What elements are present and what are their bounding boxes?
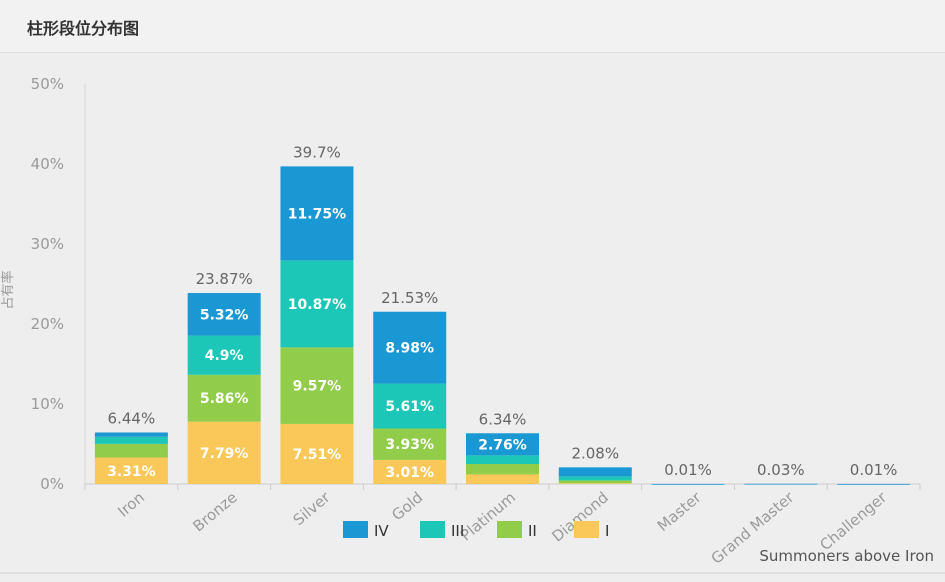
x-category-label: Gold bbox=[388, 488, 426, 524]
y-tick-label: 50% bbox=[31, 75, 64, 93]
legend-swatch-iii bbox=[420, 521, 445, 538]
legend-swatch-iv bbox=[343, 521, 368, 538]
bar-segment-grand-master-iv bbox=[744, 483, 818, 485]
bar-segment-bronze-iii bbox=[187, 335, 261, 375]
summoners-annotation: Summoners above Iron bbox=[759, 547, 934, 565]
bar-segment-gold-ii bbox=[373, 428, 447, 460]
bar-segment-diamond-i bbox=[558, 483, 632, 484]
bar-segment-label: 11.75% bbox=[288, 206, 346, 222]
x-category-label: Iron bbox=[114, 488, 148, 520]
bar-segment-gold-i bbox=[373, 459, 447, 484]
legend-label: I bbox=[605, 522, 609, 540]
bar-segment-label: 8.98% bbox=[385, 341, 434, 357]
page-title: 柱形段位分布图 bbox=[27, 19, 140, 38]
legend-label: IV bbox=[374, 522, 389, 540]
y-tick-label: 10% bbox=[31, 395, 64, 413]
bar-segment-iron-ii bbox=[94, 443, 168, 458]
bar-segment-master-iv bbox=[651, 483, 725, 485]
bar-segment-label: 3.93% bbox=[385, 437, 434, 453]
legend-label: III bbox=[451, 522, 464, 540]
bar-total-label: 0.03% bbox=[757, 461, 805, 479]
bar-segment-silver-ii bbox=[280, 347, 354, 424]
bar-segment-label: 2.76% bbox=[478, 437, 527, 453]
y-tick-label: 20% bbox=[31, 315, 64, 333]
x-category-label: Bronze bbox=[189, 488, 240, 535]
x-category-label: Silver bbox=[290, 488, 334, 529]
bar-segment-bronze-iv bbox=[187, 293, 261, 336]
bar-total-label: 21.53% bbox=[381, 289, 438, 307]
bar-segment-label: 4.9% bbox=[205, 348, 244, 364]
bar-total-label: 2.08% bbox=[571, 444, 619, 462]
card-header: 柱形段位分布图 bbox=[0, 0, 945, 53]
bar-segment-silver-iii bbox=[280, 260, 354, 348]
legend-swatch-i bbox=[574, 521, 599, 538]
x-category-label: Challenger bbox=[816, 488, 890, 554]
bar-total-label: 0.01% bbox=[664, 461, 712, 479]
bar-segment-platinum-iv bbox=[466, 433, 539, 456]
bar-segment-label: 10.87% bbox=[288, 297, 346, 313]
bar-segment-diamond-iii bbox=[558, 476, 632, 481]
bar-segment-label: 3.31% bbox=[107, 464, 156, 480]
bar-segment-iron-iv bbox=[94, 432, 168, 437]
bar-segment-label: 3.01% bbox=[385, 465, 434, 481]
y-tick-label: 0% bbox=[40, 475, 64, 493]
bar-segment-label: 5.61% bbox=[385, 399, 434, 415]
y-tick-label: 40% bbox=[31, 155, 64, 173]
bar-segment-label: 5.86% bbox=[200, 391, 249, 407]
bar-segment-bronze-ii bbox=[187, 374, 261, 422]
bar-segment-silver-i bbox=[280, 423, 354, 484]
bottom-divider bbox=[0, 572, 945, 574]
bar-segment-label: 7.79% bbox=[200, 446, 249, 462]
bar-segment-platinum-iii bbox=[466, 455, 539, 464]
bar-segment-gold-iii bbox=[373, 383, 447, 429]
bar-segment-label: 5.32% bbox=[200, 307, 249, 323]
bar-segment-gold-iv bbox=[373, 311, 447, 384]
bar-segment-platinum-i bbox=[466, 474, 539, 484]
y-tick-label: 30% bbox=[31, 235, 64, 253]
bar-total-label: 6.44% bbox=[108, 409, 156, 427]
bar-total-label: 0.01% bbox=[850, 461, 898, 479]
bar-segment-diamond-iv bbox=[558, 467, 632, 477]
bar-segment-label: 7.51% bbox=[293, 447, 342, 463]
legend-label: II bbox=[528, 522, 537, 540]
bar-segment-silver-iv bbox=[280, 166, 354, 261]
bar-segment-challenger-iv bbox=[837, 483, 911, 485]
bar-total-label: 23.87% bbox=[196, 270, 253, 288]
bar-segment-platinum-ii bbox=[466, 464, 539, 475]
bar-total-label: 6.34% bbox=[479, 410, 527, 428]
bar-total-label: 39.7% bbox=[293, 143, 341, 161]
y-axis-label: 占有率 bbox=[0, 270, 16, 309]
bar-segment-bronze-i bbox=[187, 421, 261, 484]
bar-segment-diamond-ii bbox=[558, 480, 632, 484]
bar-segment-label: 9.57% bbox=[293, 379, 342, 395]
bar-segment-iron-iii bbox=[94, 436, 168, 444]
bar-segment-iron-i bbox=[94, 457, 168, 484]
x-category-label: Master bbox=[654, 488, 705, 535]
legend-swatch-ii bbox=[497, 521, 522, 538]
